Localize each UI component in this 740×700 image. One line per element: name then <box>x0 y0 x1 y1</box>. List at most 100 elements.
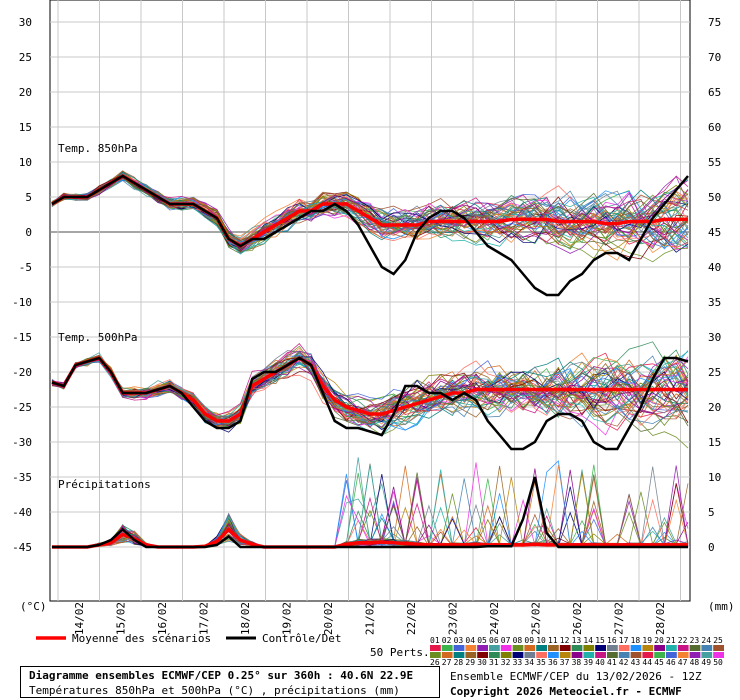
x-tick-label: 28/02 <box>654 602 667 635</box>
pert-swatch-top <box>654 645 665 651</box>
copyright: Copyright 2026 Meteociel.fr - ECMWF <box>450 685 682 698</box>
pert-swatch-bottom <box>477 652 488 658</box>
y-left-tick-label: -45 <box>12 541 32 554</box>
x-tick-label: 17/02 <box>198 602 211 635</box>
pert-swatch-bottom <box>689 652 701 658</box>
y-right-tick-label: 60 <box>708 121 721 134</box>
pert-swatch-top <box>618 645 630 651</box>
pert-swatch-top <box>630 645 642 651</box>
pert-number-top: 15 <box>595 636 605 645</box>
x-tick-label: 21/02 <box>364 602 377 635</box>
pert-swatch-bottom <box>583 652 595 658</box>
y-left-tick-label: -20 <box>12 366 32 379</box>
pert-swatch-top <box>500 645 512 651</box>
control-line <box>51 174 689 297</box>
pert-number-top: 06 <box>489 636 499 645</box>
pert-number-bottom: 30 <box>477 658 487 667</box>
y-right-tick-label: 15 <box>708 436 721 449</box>
panel-label: Précipitations <box>58 478 151 491</box>
run-info: Ensemble ECMWF/CEP du 13/02/2026 - 12Z <box>450 670 702 683</box>
ensemble-member-line <box>51 350 689 427</box>
control-line <box>52 476 688 549</box>
y-left-tick-label: -35 <box>12 471 32 484</box>
pert-swatch-top <box>677 645 689 651</box>
pert-swatch-top <box>642 645 654 651</box>
pert-swatch-bottom <box>713 652 724 658</box>
y-left-tick-label: 25 <box>19 51 32 64</box>
panel-label: Temp. 850hPa <box>58 142 137 155</box>
x-tick-label: 23/02 <box>447 602 460 635</box>
pert-swatch-top <box>524 645 536 651</box>
pert-number-top: 20 <box>654 636 664 645</box>
y-right-tick-label: 30 <box>708 331 721 344</box>
y-right-tick-label: 40 <box>708 261 721 274</box>
y-right-tick-label: 70 <box>708 51 721 64</box>
x-tick-label: 14/02 <box>73 602 86 635</box>
y-left-tick-label: 20 <box>19 86 32 99</box>
pert-swatch-top <box>666 645 677 651</box>
caption-title: Diagramme ensembles ECMWF/CEP 0.25° sur … <box>29 669 414 682</box>
x-tick-label: 25/02 <box>530 602 543 635</box>
pert-number-bottom: 42 <box>619 658 629 667</box>
pert-number-top: 08 <box>513 636 523 645</box>
control-line <box>51 356 689 451</box>
pert-number-top: 10 <box>536 636 546 645</box>
pert-swatch-bottom <box>512 652 524 658</box>
pert-swatch-top <box>536 645 547 651</box>
pert-number-bottom: 41 <box>607 658 617 667</box>
pert-swatch-bottom <box>666 652 677 658</box>
pert-number-bottom: 50 <box>713 658 723 667</box>
pert-swatch-bottom <box>465 652 477 658</box>
pert-swatch-top <box>548 645 559 651</box>
legend-control-label: Contrôle/Det <box>262 632 341 645</box>
pert-number-top: 24 <box>701 636 711 645</box>
x-tick-label: 27/02 <box>613 602 626 635</box>
pert-swatch-top <box>453 645 465 651</box>
x-tick-label: 19/02 <box>281 602 294 635</box>
y-left-tick-label: -10 <box>12 296 32 309</box>
y-right-tick-label: 20 <box>708 401 721 414</box>
y-right-tick-label: 65 <box>708 86 721 99</box>
pert-swatch-bottom <box>677 652 689 658</box>
pert-number-bottom: 40 <box>595 658 605 667</box>
pert-number-bottom: 35 <box>536 658 546 667</box>
ensemble-member-line <box>51 356 689 428</box>
pert-number-top: 03 <box>454 636 464 645</box>
pert-number-top: 09 <box>524 636 534 645</box>
pert-swatch-bottom <box>430 652 441 658</box>
pert-number-bottom: 27 <box>442 658 452 667</box>
pert-number-bottom: 45 <box>654 658 664 667</box>
pert-number-top: 14 <box>583 636 593 645</box>
y-left-tick-label: 10 <box>19 156 32 169</box>
pert-number-top: 02 <box>442 636 452 645</box>
pert-number-bottom: 39 <box>583 658 593 667</box>
y-left-tick-label: 15 <box>19 121 32 134</box>
pert-swatch-top <box>689 645 701 651</box>
pert-swatch-top <box>595 645 606 651</box>
y-right-tick-label: 0 <box>708 541 715 554</box>
x-tick-label: 26/02 <box>571 602 584 635</box>
caption-box: Diagramme ensembles ECMWF/CEP 0.25° sur … <box>20 666 440 698</box>
ensemble-member-line <box>51 177 689 253</box>
pert-swatch-bottom <box>524 652 536 658</box>
y-right-tick-label: 5 <box>708 506 715 519</box>
panel-label: Temp. 500hPa <box>58 331 137 344</box>
pert-number-bottom: 36 <box>548 658 558 667</box>
pert-swatch-top <box>701 645 713 651</box>
pert-swatch-bottom <box>453 652 465 658</box>
pert-swatch-top <box>559 645 571 651</box>
pert-swatch-bottom <box>607 652 618 658</box>
pert-swatch-bottom <box>548 652 559 658</box>
pert-swatch-top <box>477 645 488 651</box>
y-right-tick-label: 35 <box>708 296 721 309</box>
y-left-tick-label: 30 <box>19 16 32 29</box>
pert-swatch-bottom <box>500 652 512 658</box>
pert-number-top: 05 <box>477 636 487 645</box>
pert-swatch-bottom <box>618 652 630 658</box>
ensemble-member-line <box>51 176 689 248</box>
y-left-tick-label: -30 <box>12 436 32 449</box>
control-lines <box>51 174 689 549</box>
y-right-tick-label: 45 <box>708 226 721 239</box>
pert-number-top: 01 <box>430 636 440 645</box>
